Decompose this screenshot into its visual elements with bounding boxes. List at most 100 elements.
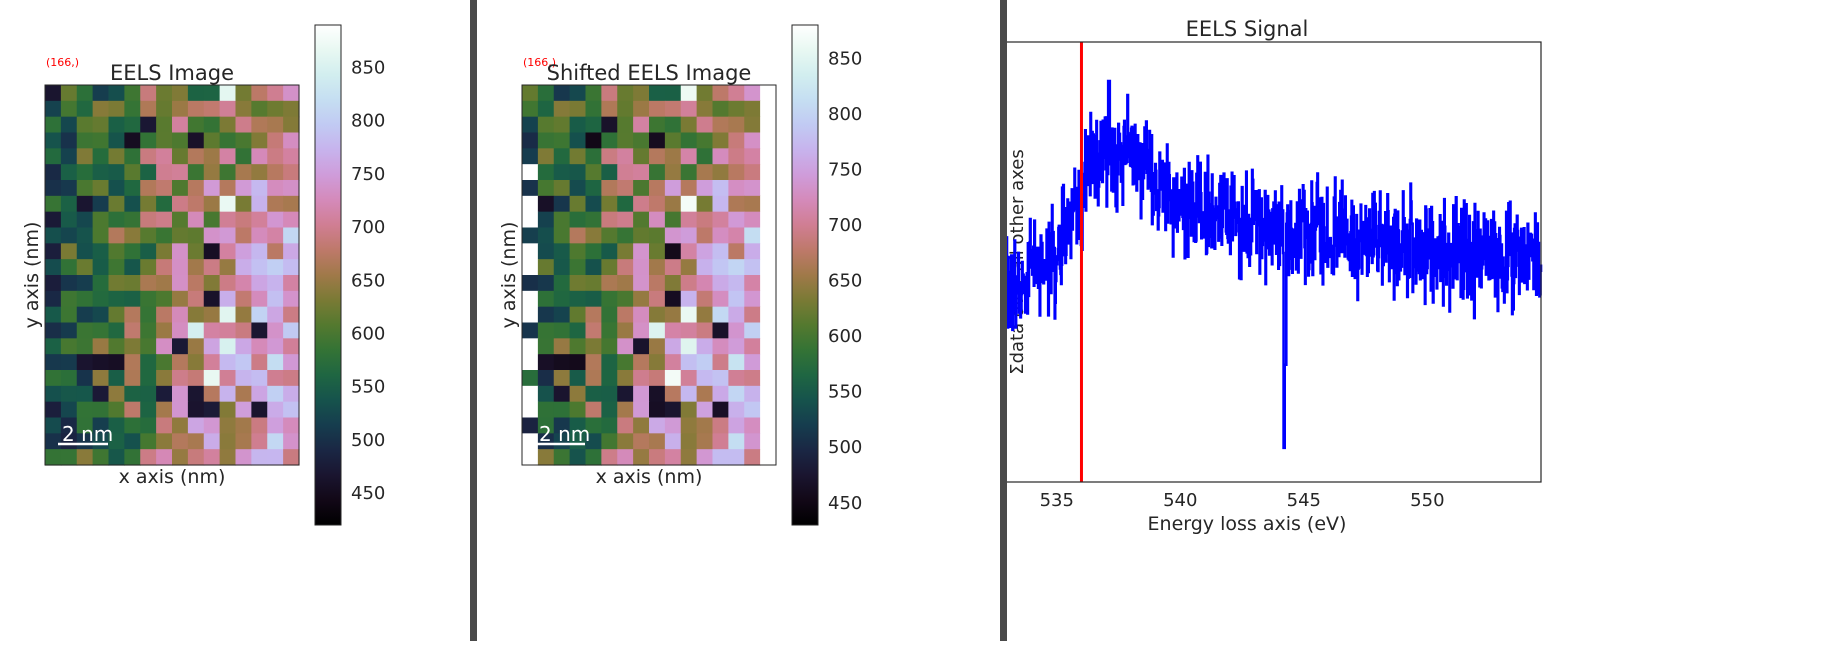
image-pixel xyxy=(680,243,698,260)
image-pixel xyxy=(76,100,94,118)
image-pixel xyxy=(680,116,698,134)
image-pixel xyxy=(92,132,110,149)
image-pixel xyxy=(633,385,650,403)
image-pixel xyxy=(664,259,682,276)
image-pixel xyxy=(633,148,650,165)
panel-separator[interactable] xyxy=(1000,0,1007,641)
image-pixel xyxy=(696,275,714,292)
image-pixel xyxy=(140,306,157,324)
image-pixel xyxy=(553,259,571,276)
image-pixel xyxy=(617,180,634,197)
image-pixel xyxy=(696,148,714,165)
image-pixel xyxy=(108,259,125,276)
image-pixel xyxy=(728,227,745,244)
image-pixel xyxy=(569,243,587,260)
image-pixel xyxy=(712,116,729,134)
image-pixel xyxy=(744,370,761,387)
image-pixel xyxy=(649,195,666,213)
image-pixel xyxy=(553,195,571,213)
image-pixel xyxy=(760,385,777,403)
image-pixel xyxy=(156,338,173,355)
colorbar-tick-label: 650 xyxy=(828,271,862,292)
image-pixel xyxy=(537,275,555,292)
y-axis-label: y axis (nm) xyxy=(498,222,520,329)
image-pixel xyxy=(712,306,729,324)
image-pixel xyxy=(108,116,125,134)
image-pixel xyxy=(219,85,237,102)
image-pixel xyxy=(203,227,221,244)
image-pixel xyxy=(124,433,141,450)
image-pixel xyxy=(219,259,237,276)
image-pixel xyxy=(617,227,634,244)
image-pixel xyxy=(696,164,714,181)
image-pixel xyxy=(156,385,173,403)
image-pixel xyxy=(633,354,650,371)
image-pixel xyxy=(649,338,666,355)
image-pixel xyxy=(649,243,666,260)
image-pixel xyxy=(108,148,125,165)
image-pixel xyxy=(585,243,602,260)
image-pixel xyxy=(744,132,761,149)
image-pixel xyxy=(187,449,205,466)
image-pixel xyxy=(124,385,141,403)
image-pixel xyxy=(680,100,698,118)
image-pixel xyxy=(537,195,555,213)
colorbar xyxy=(314,24,342,526)
image-pixel xyxy=(522,354,539,371)
image-pixel xyxy=(569,227,587,244)
image-pixel xyxy=(203,116,221,134)
image-pixel xyxy=(108,370,125,387)
image-pixel xyxy=(553,306,571,324)
image-pixel xyxy=(172,370,189,387)
image-pixel xyxy=(92,100,110,118)
image-pixel xyxy=(712,290,729,308)
image-pixel xyxy=(187,385,205,403)
image-pixel xyxy=(203,417,221,434)
image-pixel xyxy=(728,116,745,134)
image-pixel xyxy=(92,322,110,339)
image-pixel xyxy=(124,259,141,276)
image-pixel xyxy=(537,290,555,308)
image-pixel xyxy=(569,211,587,229)
x-axis-label: x axis (nm) xyxy=(596,466,703,488)
image-pixel xyxy=(45,322,62,339)
image-pixel xyxy=(92,290,110,308)
image-pixel xyxy=(649,148,666,165)
image-pixel xyxy=(712,195,729,213)
image-pixel xyxy=(585,148,602,165)
colorbar-tick-label: 850 xyxy=(351,58,385,79)
image-pixel xyxy=(187,401,205,419)
image-pixel xyxy=(744,100,761,118)
image-pixel xyxy=(601,322,618,339)
image-pixel xyxy=(235,306,252,324)
image-pixel xyxy=(522,164,539,181)
image-pixel xyxy=(92,211,110,229)
image-pixel xyxy=(649,100,666,118)
image-pixel xyxy=(203,385,221,403)
image-pixel xyxy=(108,85,125,102)
image-pixel xyxy=(617,417,634,434)
image-pixel xyxy=(553,275,571,292)
chart-title: EELS Signal xyxy=(1186,17,1309,41)
image-pixel xyxy=(172,243,189,260)
image-pixel xyxy=(92,85,110,102)
image-pixel xyxy=(569,306,587,324)
image-pixel xyxy=(108,243,125,260)
image-pixel xyxy=(633,243,650,260)
image-pixel xyxy=(760,211,777,229)
image-pixel xyxy=(45,116,62,134)
image-pixel xyxy=(251,211,268,229)
image-pixel xyxy=(140,370,157,387)
image-pixel xyxy=(633,275,650,292)
image-pixel xyxy=(108,449,125,466)
image-pixel xyxy=(140,85,157,102)
panel-separator[interactable] xyxy=(470,0,477,641)
image-pixel xyxy=(649,227,666,244)
image-pixel xyxy=(537,243,555,260)
image-pixel xyxy=(601,449,618,466)
image-pixel xyxy=(140,195,157,213)
image-pixel xyxy=(728,322,745,339)
image-pixel xyxy=(283,338,300,355)
image-pixel xyxy=(203,195,221,213)
image-pixel xyxy=(124,306,141,324)
